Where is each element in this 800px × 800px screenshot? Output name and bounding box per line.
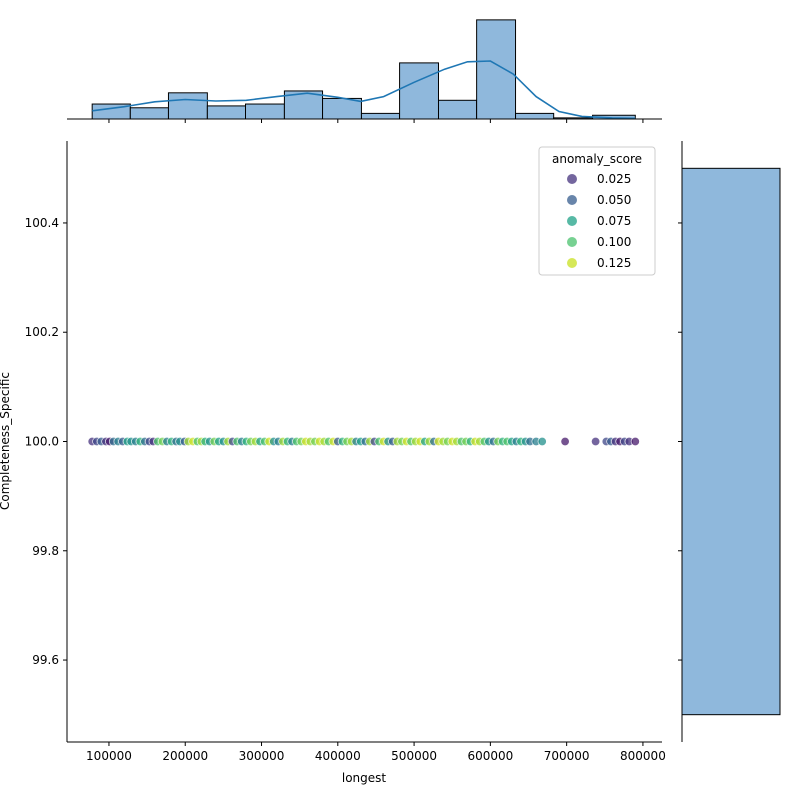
marginal-x-histogram xyxy=(91,19,636,120)
y-tick-label: 100.0 xyxy=(25,435,59,449)
histogram-bar xyxy=(245,103,285,120)
histogram-bar xyxy=(206,105,247,120)
scatter-point xyxy=(630,436,640,446)
legend-marker xyxy=(567,258,577,268)
histogram-bar xyxy=(399,62,439,120)
histogram-bar xyxy=(476,19,517,120)
legend-marker xyxy=(567,195,577,205)
histogram-bar xyxy=(167,92,208,120)
x-tick-label: 200000 xyxy=(162,749,208,763)
histogram-bar xyxy=(129,107,169,120)
legend-label: 0.125 xyxy=(597,256,631,270)
y-axis-ticks: 99.6 99.8 100.0 100.2 100.4 xyxy=(25,216,67,667)
x-axis-label: longest xyxy=(342,771,387,785)
legend-label: 0.025 xyxy=(597,172,631,186)
scatter-point xyxy=(591,436,601,446)
marginal-x-axis xyxy=(67,118,662,123)
histogram-bar xyxy=(437,99,478,120)
x-tick-label: 100000 xyxy=(86,749,132,763)
y-tick-label: 100.4 xyxy=(25,216,59,230)
histogram-bar xyxy=(360,112,401,120)
x-tick-label: 800000 xyxy=(620,749,666,763)
scatter-point xyxy=(537,436,547,446)
x-tick-label: 600000 xyxy=(467,749,513,763)
x-tick-label: 500000 xyxy=(391,749,437,763)
legend: anomaly_score 0.025 0.050 0.075 0.100 0.125 xyxy=(538,146,656,276)
y-tick-label: 99.8 xyxy=(32,544,59,558)
legend-label: 0.100 xyxy=(597,235,631,249)
marginal-y-histogram xyxy=(678,141,781,742)
scatter-points xyxy=(87,436,640,446)
histogram-bar xyxy=(515,112,555,120)
marginal-x-kde xyxy=(92,60,636,120)
kde-line xyxy=(92,60,636,120)
marginal-y-bar xyxy=(681,167,781,716)
y-tick-label: 100.2 xyxy=(25,325,59,339)
legend-marker xyxy=(567,216,577,226)
legend-marker xyxy=(567,237,577,247)
x-tick-label: 300000 xyxy=(239,749,285,763)
legend-marker xyxy=(567,174,577,184)
x-axis-ticks: 100000 200000 300000 400000 500000 600000 7000… xyxy=(86,742,666,763)
x-tick-label: 400000 xyxy=(315,749,361,763)
scatter-point xyxy=(560,436,570,446)
legend-title: anomaly_score xyxy=(552,152,642,166)
histogram-bar xyxy=(322,97,362,120)
legend-label: 0.050 xyxy=(597,193,631,207)
legend-label: 0.075 xyxy=(597,214,631,228)
x-tick-label: 700000 xyxy=(544,749,590,763)
y-axis-label: Completeness_Specific xyxy=(0,372,12,510)
y-tick-label: 99.6 xyxy=(32,653,59,667)
